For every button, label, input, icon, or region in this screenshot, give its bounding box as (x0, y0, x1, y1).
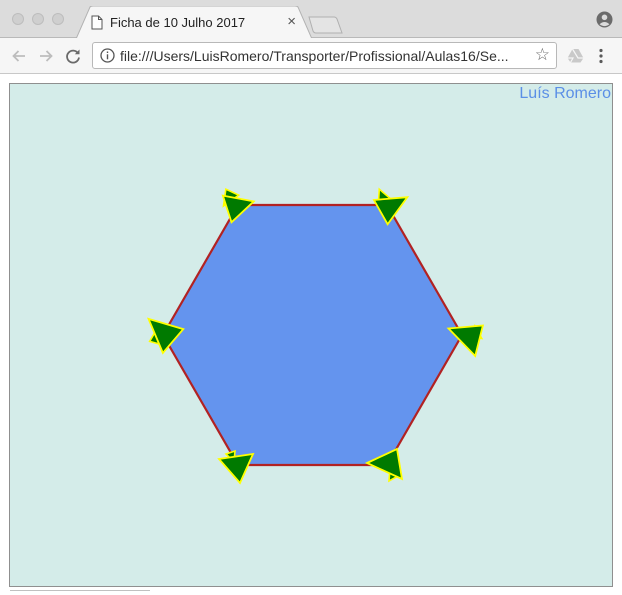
drive-icon[interactable] (567, 48, 584, 63)
horizontal-scrollbar[interactable] (10, 590, 150, 595)
tab-shape (76, 6, 312, 39)
vertex-arrow-bottom-right (364, 447, 404, 483)
hexagon (161, 203, 464, 467)
page-viewport: Luís Romero (0, 74, 622, 594)
account-circle-icon[interactable] (596, 11, 613, 28)
document-icon (91, 15, 103, 30)
arrow-right-icon[interactable] (37, 47, 55, 65)
tab-strip: Ficha de 10 Julho 2017 × (0, 0, 622, 39)
star-icon[interactable]: ☆ (534, 45, 550, 64)
window-minimize-button[interactable] (32, 13, 44, 25)
reload-icon[interactable] (64, 47, 82, 65)
new-tab-button[interactable] (308, 16, 344, 34)
author-name: Luís Romero (519, 85, 611, 102)
url-text[interactable]: file:///Users/LuisRomero/Transporter/Pro… (120, 48, 509, 64)
info-icon[interactable] (100, 48, 115, 63)
drawing-canvas: Luís Romero (9, 83, 613, 587)
arrow-left-icon[interactable] (10, 47, 28, 65)
tab-close-icon[interactable]: × (287, 13, 296, 30)
kebab-menu-icon[interactable] (598, 48, 604, 64)
vertex-arrow-bottom-left (217, 449, 255, 485)
tab-active[interactable]: Ficha de 10 Julho 2017 × (76, 6, 312, 39)
address-bar[interactable]: file:///Users/LuisRomero/Transporter/Pro… (92, 42, 557, 69)
window-maximize-button[interactable] (52, 13, 64, 25)
vertex-arrow-right (446, 324, 485, 358)
window-close-button[interactable] (12, 13, 24, 25)
hexagon-drawing (146, 187, 485, 485)
vertex-arrow-top-left (221, 188, 256, 224)
browser-toolbar: file:///Users/LuisRomero/Transporter/Pro… (0, 38, 622, 74)
vertex-arrow-left (146, 317, 185, 355)
vertex-arrow-top-right (372, 187, 410, 226)
tab-title: Ficha de 10 Julho 2017 (110, 15, 246, 30)
